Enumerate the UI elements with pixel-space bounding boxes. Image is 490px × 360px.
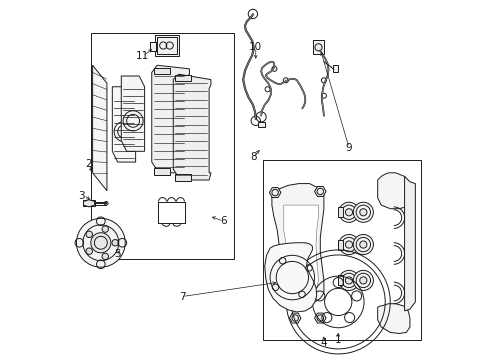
- Bar: [333, 65, 338, 72]
- Bar: [154, 168, 171, 175]
- Circle shape: [360, 241, 367, 248]
- Text: 11: 11: [136, 51, 149, 61]
- Text: 8: 8: [251, 152, 257, 162]
- Circle shape: [353, 270, 373, 291]
- Bar: [150, 42, 156, 51]
- Bar: [338, 207, 343, 217]
- Text: 9: 9: [345, 143, 352, 153]
- Polygon shape: [272, 184, 324, 304]
- Bar: [91, 33, 234, 259]
- Polygon shape: [83, 200, 95, 207]
- Polygon shape: [378, 304, 410, 333]
- Bar: [263, 160, 421, 339]
- Text: 5: 5: [114, 248, 121, 258]
- Circle shape: [91, 233, 111, 253]
- Circle shape: [339, 202, 359, 222]
- Bar: [338, 239, 343, 249]
- Text: 6: 6: [220, 216, 227, 226]
- Bar: [155, 35, 179, 56]
- Polygon shape: [315, 186, 326, 197]
- Text: 3: 3: [78, 191, 85, 201]
- Bar: [154, 68, 171, 74]
- Bar: [82, 201, 96, 206]
- Bar: [338, 275, 343, 285]
- Text: 10: 10: [249, 42, 262, 52]
- Circle shape: [353, 234, 373, 255]
- Circle shape: [86, 231, 93, 238]
- Bar: [258, 122, 265, 127]
- Text: 4: 4: [320, 338, 327, 348]
- Circle shape: [345, 209, 353, 216]
- Circle shape: [102, 226, 108, 232]
- Polygon shape: [405, 176, 416, 311]
- Circle shape: [339, 234, 359, 255]
- Circle shape: [353, 202, 373, 222]
- Circle shape: [86, 248, 93, 255]
- Circle shape: [76, 219, 125, 267]
- Polygon shape: [93, 65, 107, 191]
- Text: 1: 1: [335, 334, 342, 345]
- Circle shape: [360, 277, 367, 284]
- Bar: [157, 37, 177, 54]
- Circle shape: [102, 253, 108, 260]
- Circle shape: [112, 239, 119, 246]
- Circle shape: [339, 270, 359, 291]
- Polygon shape: [152, 65, 190, 173]
- Text: 2: 2: [86, 159, 92, 169]
- Bar: [175, 174, 191, 181]
- Polygon shape: [378, 173, 410, 209]
- Bar: [313, 40, 324, 54]
- Polygon shape: [284, 205, 318, 288]
- Circle shape: [104, 202, 108, 205]
- Polygon shape: [270, 188, 281, 198]
- Bar: [175, 75, 191, 81]
- Text: 7: 7: [179, 292, 186, 302]
- Polygon shape: [122, 76, 145, 151]
- Polygon shape: [265, 243, 317, 312]
- Polygon shape: [315, 313, 326, 323]
- Circle shape: [345, 277, 353, 284]
- Circle shape: [360, 209, 367, 216]
- Polygon shape: [112, 87, 136, 162]
- Polygon shape: [290, 313, 301, 323]
- Polygon shape: [173, 74, 211, 180]
- Circle shape: [345, 241, 353, 248]
